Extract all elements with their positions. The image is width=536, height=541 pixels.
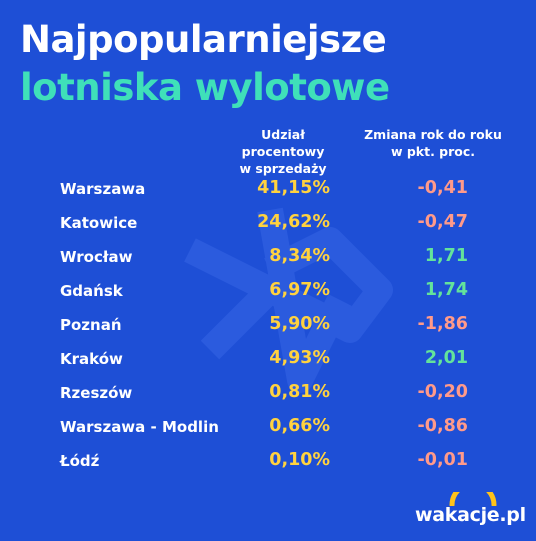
change-value: -0,20: [417, 382, 468, 402]
change-header-line-1: Zmiana rok do roku: [364, 127, 502, 142]
share-value: 41,15%: [257, 178, 330, 198]
share-value: 6,97%: [269, 280, 330, 300]
share-header-line-2: w sprzedaży: [239, 161, 327, 176]
table-row: Warszawa 41,15% -0,41: [0, 173, 536, 207]
share-value: 24,62%: [257, 212, 330, 232]
change-column-header: Zmiana rok do roku w pkt. proc.: [364, 126, 502, 160]
share-value: 5,90%: [269, 314, 330, 334]
change-value: 1,71: [424, 246, 468, 266]
share-value: 0,81%: [269, 382, 330, 402]
logo-text: wakacje.pl: [415, 504, 526, 526]
table-row: Kraków 4,93% 2,01: [0, 343, 536, 377]
airport-name: Gdańsk: [60, 282, 123, 300]
share-header-line-1: Udział procentowy: [241, 127, 325, 159]
change-value: -1,86: [417, 314, 468, 334]
page-title: Najpopularniejsze lotniska wylotowe: [20, 16, 390, 112]
airport-name: Rzeszów: [60, 384, 133, 402]
share-value: 0,66%: [269, 416, 330, 436]
sun-arc-icon: [449, 492, 497, 506]
table-row: Warszawa - Modlin 0,66% -0,86: [0, 411, 536, 445]
airport-name: Łódź: [60, 452, 100, 470]
share-value: 4,93%: [269, 348, 330, 368]
airport-table: Warszawa 41,15% -0,41 Katowice 24,62% -0…: [0, 173, 536, 479]
share-column-header: Udział procentowy w sprzedaży: [220, 126, 346, 177]
change-value: -0,41: [417, 178, 468, 198]
share-value: 0,10%: [269, 450, 330, 470]
change-value: -0,01: [417, 450, 468, 470]
change-header-line-2: w pkt. proc.: [390, 144, 476, 159]
airport-name: Wrocław: [60, 248, 133, 266]
airplane-watermark-icon: [184, 207, 393, 393]
airport-name: Poznań: [60, 316, 122, 334]
table-row: Łódź 0,10% -0,01: [0, 445, 536, 479]
airport-name: Warszawa: [60, 180, 146, 198]
change-value: -0,86: [417, 416, 468, 436]
airport-name: Warszawa - Modlin: [60, 418, 219, 436]
wakacje-logo: wakacje.pl: [415, 492, 526, 532]
table-row: Rzeszów 0,81% -0,20: [0, 377, 536, 411]
table-row: Wrocław 8,34% 1,71: [0, 241, 536, 275]
title-line-2: lotniska wylotowe: [20, 66, 390, 109]
table-row: Gdańsk 6,97% 1,74: [0, 275, 536, 309]
table-row: Poznań 5,90% -1,86: [0, 309, 536, 343]
title-line-1: Najpopularniejsze: [20, 18, 387, 61]
airport-name: Kraków: [60, 350, 123, 368]
table-row: Katowice 24,62% -0,47: [0, 207, 536, 241]
change-value: -0,47: [417, 212, 468, 232]
share-value: 8,34%: [269, 246, 330, 266]
airport-name: Katowice: [60, 214, 138, 232]
change-value: 2,01: [424, 348, 468, 368]
change-value: 1,74: [424, 280, 468, 300]
